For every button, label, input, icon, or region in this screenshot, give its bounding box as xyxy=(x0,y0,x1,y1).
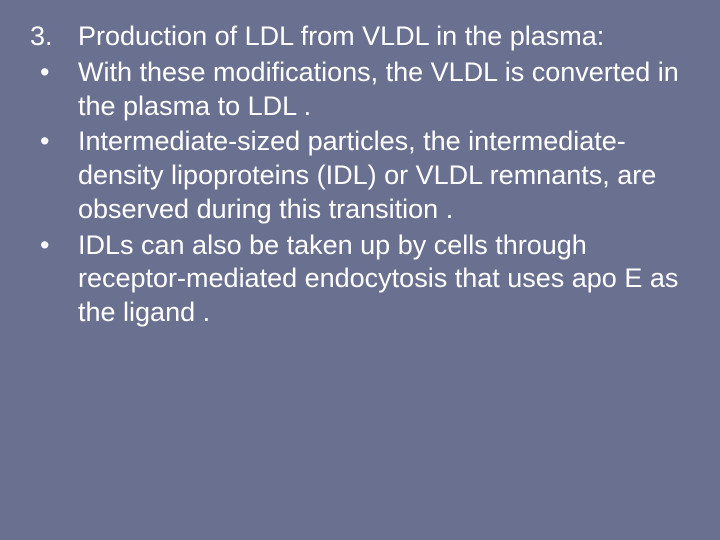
bullet-text: Intermediate-sized particles, the interm… xyxy=(78,125,690,226)
bullet-marker-icon: • xyxy=(30,229,78,330)
heading-text: Production of LDL from VLDL in the plasm… xyxy=(78,20,604,54)
bullet-text: IDLs can also be taken up by cells throu… xyxy=(78,229,690,330)
slide-heading: 3. Production of LDL from VLDL in the pl… xyxy=(30,20,690,54)
bullet-item: • Intermediate-sized particles, the inte… xyxy=(30,125,690,226)
slide-content: 3. Production of LDL from VLDL in the pl… xyxy=(30,20,690,330)
bullet-item: • With these modifications, the VLDL is … xyxy=(30,56,690,124)
bullet-text: With these modifications, the VLDL is co… xyxy=(78,56,690,124)
bullet-marker-icon: • xyxy=(30,125,78,226)
heading-number: 3. xyxy=(30,20,78,54)
bullet-item: • IDLs can also be taken up by cells thr… xyxy=(30,229,690,330)
bullet-marker-icon: • xyxy=(30,56,78,124)
